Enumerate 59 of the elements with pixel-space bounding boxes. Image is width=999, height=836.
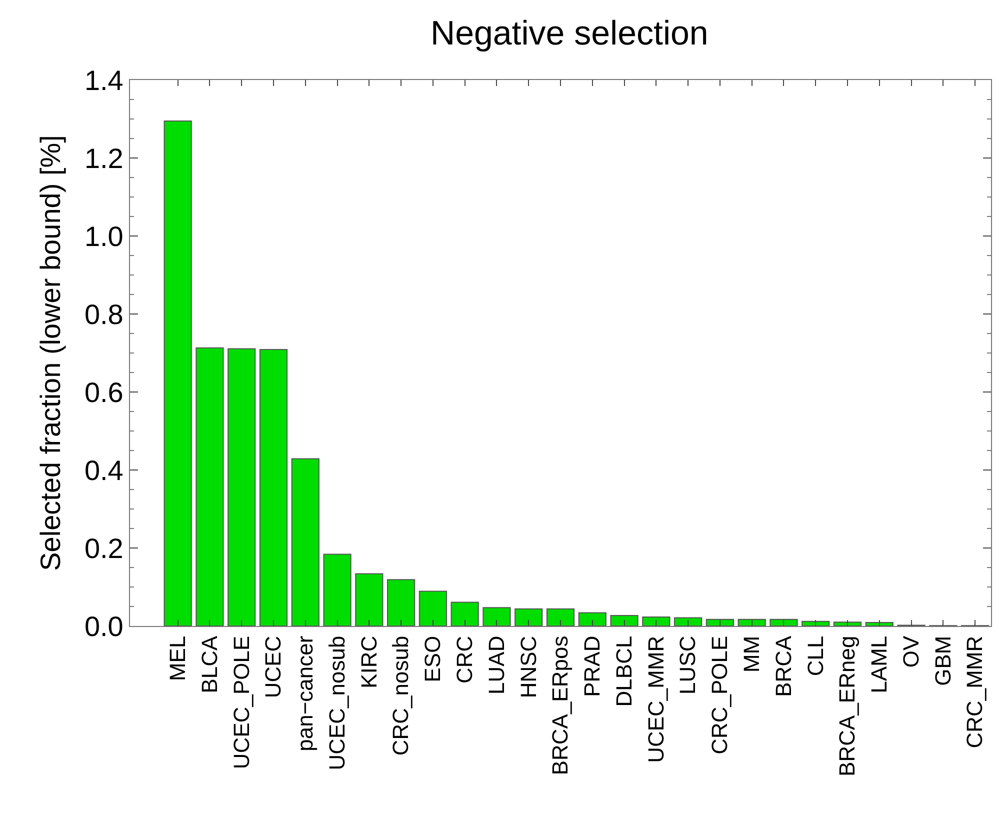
- x-tick-label: OV: [898, 635, 924, 668]
- x-tick-label: CRC_POLE: [707, 636, 732, 754]
- x-tick-label: BRCA_ERneg: [834, 636, 860, 776]
- x-tick-label: pan−cancer: [292, 636, 318, 752]
- x-tick-label: LUSC: [675, 636, 700, 694]
- chart-title: Negative selection: [430, 14, 708, 53]
- x-tick-label: UCEC_nosub: [324, 636, 350, 770]
- x-tick-label: GBM: [930, 636, 956, 686]
- x-tick-label: LAML: [866, 636, 892, 694]
- y-axis-title: Selected fraction (lower bound) [%]: [35, 135, 66, 571]
- bar: [418, 590, 447, 626]
- bar: [833, 622, 862, 626]
- bar: [482, 607, 511, 626]
- y-tick-label: 1.2: [84, 142, 124, 174]
- x-tick-label: MM: [738, 636, 764, 672]
- bar: [578, 612, 606, 626]
- bar: [674, 617, 702, 626]
- bar: [802, 620, 830, 626]
- x-tick-label: DLBCL: [611, 636, 636, 707]
- bar: [546, 608, 575, 626]
- bar: [770, 618, 798, 626]
- bar: [196, 347, 224, 626]
- bar: [323, 554, 352, 626]
- x-tick-label: CRC_nosub: [388, 636, 414, 756]
- x-tick-label: CRC_MMR: [962, 636, 988, 748]
- x-tick-label: LUAD: [484, 636, 509, 694]
- bar: [387, 579, 416, 626]
- x-tick-label: CLL: [802, 636, 828, 676]
- bar: [514, 608, 543, 626]
- x-tick-label: BRCA: [770, 635, 796, 697]
- x-tick-label: UCEC_MMR: [643, 636, 668, 763]
- x-tick-label: ESO: [420, 636, 446, 682]
- bar: [610, 614, 638, 626]
- y-tick-label: 1.0: [84, 220, 124, 252]
- y-tick-label: 1.4: [84, 64, 124, 96]
- y-tick-label: 0.2: [84, 532, 124, 564]
- x-tick-label: PRAD: [580, 636, 605, 697]
- y-tick-label: 0.0: [84, 610, 124, 642]
- bar: [355, 573, 384, 626]
- x-tick-label: BRCA_ERpos: [548, 636, 573, 776]
- bar: [642, 616, 670, 626]
- bar: [706, 618, 734, 626]
- x-tick-label: HNSC: [516, 636, 541, 698]
- bar: [865, 622, 894, 626]
- x-tick-label: KIRC: [356, 636, 382, 688]
- bar: [164, 120, 192, 626]
- bar: [738, 618, 766, 626]
- y-tick-label: 0.8: [84, 298, 124, 330]
- y-tick-label: 0.4: [84, 454, 124, 486]
- bar: [259, 348, 288, 626]
- x-tick-label: UCEC_POLE: [228, 636, 254, 770]
- bar: [291, 458, 320, 626]
- bar: [228, 348, 256, 626]
- x-tick-label: UCEC: [260, 636, 286, 698]
- x-tick-label: CRC: [452, 636, 477, 684]
- y-tick-label: 0.6: [84, 376, 124, 408]
- x-tick-label: MEL: [164, 636, 190, 682]
- x-tick-label: BLCA: [196, 635, 222, 694]
- bar: [450, 602, 479, 626]
